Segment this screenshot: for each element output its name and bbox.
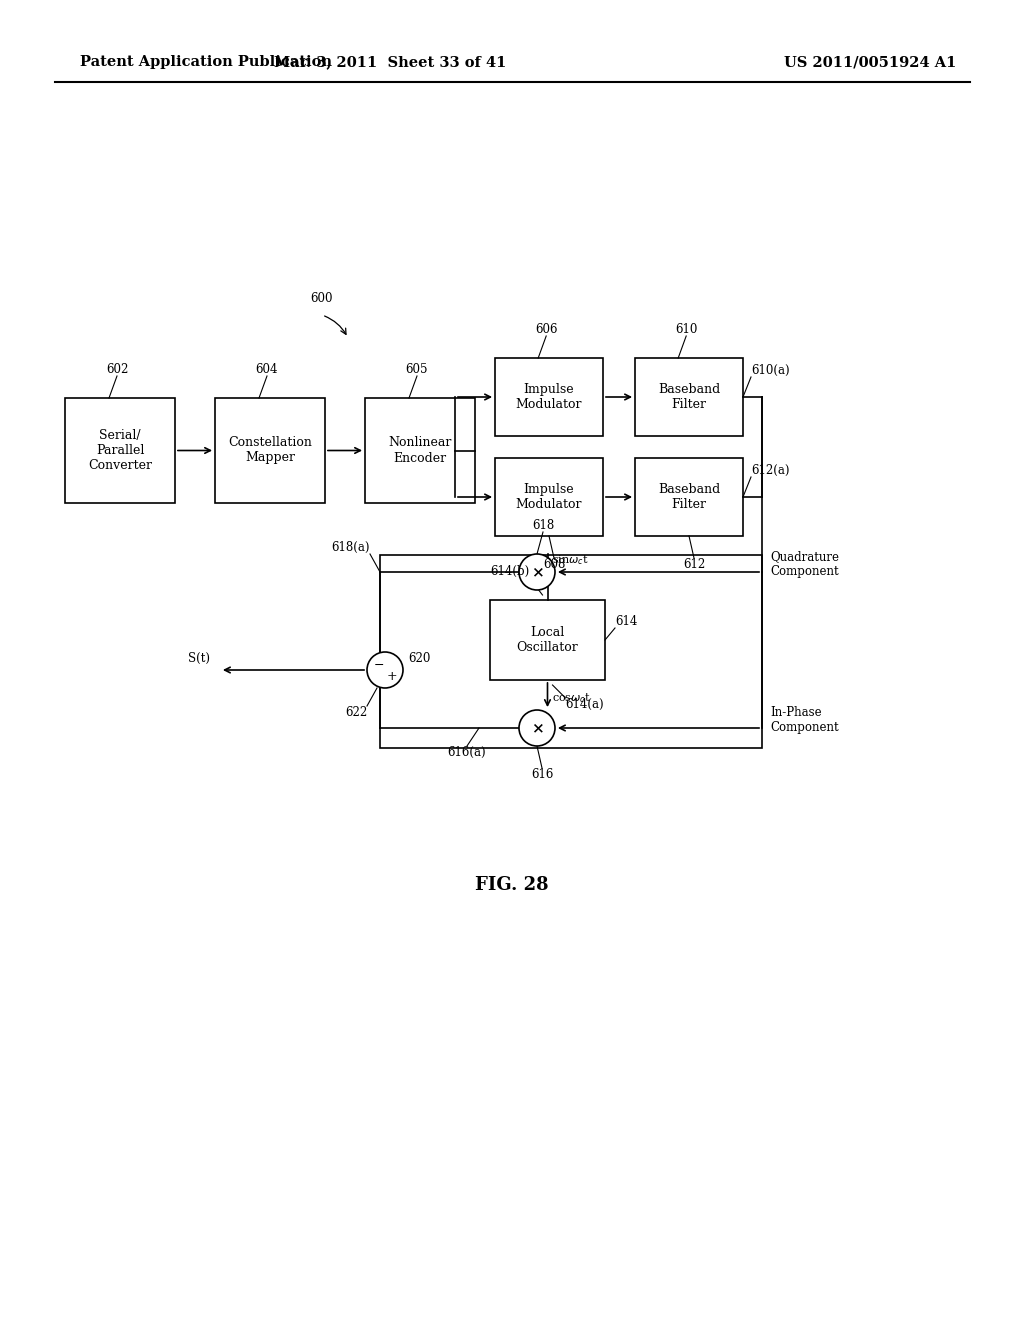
Text: 614(b): 614(b)	[490, 565, 529, 578]
Text: sin$\omega_c$t: sin$\omega_c$t	[553, 553, 589, 568]
Text: ×: ×	[530, 721, 544, 735]
Text: 602: 602	[105, 363, 128, 376]
Text: Mar. 3, 2011  Sheet 33 of 41: Mar. 3, 2011 Sheet 33 of 41	[273, 55, 506, 69]
Text: In-Phase
Component: In-Phase Component	[770, 706, 839, 734]
Bar	[65, 399, 175, 503]
Text: Impulse
Modulator: Impulse Modulator	[516, 483, 583, 511]
Text: 606: 606	[535, 323, 557, 337]
Bar	[495, 458, 603, 536]
Text: 616(a): 616(a)	[447, 746, 486, 759]
Text: US 2011/0051924 A1: US 2011/0051924 A1	[783, 55, 956, 69]
Text: cos$\omega_c$t: cos$\omega_c$t	[553, 692, 592, 705]
Text: S(t): S(t)	[188, 652, 210, 665]
Circle shape	[519, 554, 555, 590]
Text: Patent Application Publication: Patent Application Publication	[80, 55, 332, 69]
Text: Impulse
Modulator: Impulse Modulator	[516, 383, 583, 411]
Text: +: +	[387, 671, 397, 684]
Text: Baseband
Filter: Baseband Filter	[657, 383, 720, 411]
Bar	[215, 399, 325, 503]
Circle shape	[367, 652, 403, 688]
Text: 610(a): 610(a)	[751, 364, 790, 378]
Text: 620: 620	[408, 652, 430, 665]
Text: 612: 612	[683, 558, 706, 572]
Text: 608: 608	[543, 558, 565, 572]
Text: 622: 622	[345, 706, 367, 719]
Text: ×: ×	[530, 565, 544, 579]
Text: Local
Oscillator: Local Oscillator	[517, 626, 579, 653]
Text: Constellation
Mapper: Constellation Mapper	[228, 437, 312, 465]
Bar	[380, 554, 762, 748]
Circle shape	[519, 710, 555, 746]
Text: 612(a): 612(a)	[751, 465, 790, 477]
Text: 610: 610	[675, 323, 697, 337]
Text: Serial/
Parallel
Converter: Serial/ Parallel Converter	[88, 429, 152, 473]
Text: FIG. 28: FIG. 28	[475, 876, 549, 894]
Text: Nonlinear
Encoder: Nonlinear Encoder	[388, 437, 452, 465]
Text: 618(a): 618(a)	[332, 541, 370, 554]
Text: Baseband
Filter: Baseband Filter	[657, 483, 720, 511]
Text: −: −	[374, 659, 384, 672]
Bar	[365, 399, 475, 503]
Text: 616: 616	[530, 768, 553, 781]
Bar	[635, 358, 743, 436]
Text: Quadrature
Component: Quadrature Component	[770, 550, 839, 578]
Text: 604: 604	[256, 363, 279, 376]
Bar	[495, 358, 603, 436]
Text: 605: 605	[406, 363, 428, 376]
Text: 618: 618	[531, 519, 554, 532]
Text: 614(a): 614(a)	[565, 698, 604, 711]
Text: 614: 614	[615, 615, 637, 628]
Text: 600: 600	[310, 292, 333, 305]
Bar	[635, 458, 743, 536]
Bar	[490, 601, 605, 680]
